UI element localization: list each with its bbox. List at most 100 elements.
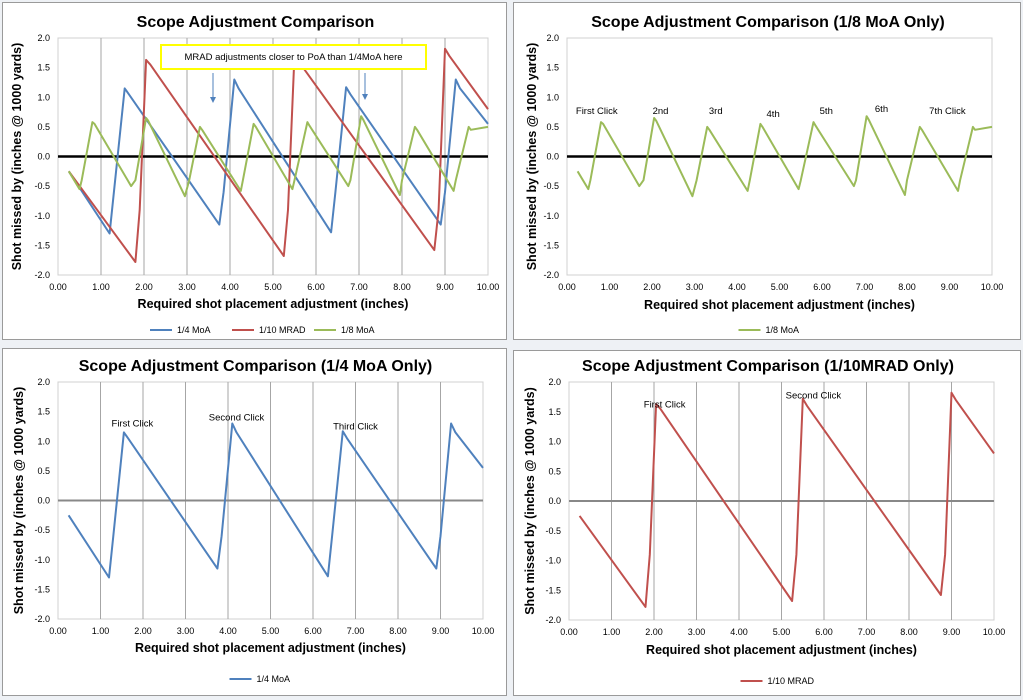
chart-3-x-tick-label: 2.00 (645, 627, 663, 637)
chart-panel-tenth-mrad: 2.0 1.5 1.0 0.5 0.0 -0.5 -1.0 -1.5 -2.0 0.00 1.00 2… (513, 350, 1021, 696)
chart-0-y-tick-label: -2.0 (34, 270, 50, 280)
chart-0-y-tick-label: 1.0 (37, 92, 50, 102)
chart-0-y-axis-label: Shot missed by (inches @ 1000 yards) (10, 43, 24, 271)
chart-2-x-tick-label: 8.00 (389, 626, 407, 636)
chart-2-title: Scope Adjustment Comparison (1/4 MoA Onl… (79, 358, 433, 375)
chart-3-y-tick-label: 0.5 (548, 466, 561, 476)
chart-2-legend-label: 1/4 MoA (257, 674, 291, 684)
chart-quarter-moa: 2.0 1.5 1.0 0.5 0.0 -0.5 -1.0 -1.5 -2.0 0.00 1.00 2… (12, 358, 495, 684)
chart-1-x-tick-label: 1.00 (601, 282, 619, 292)
chart-comparison: 2.0 1.5 1.0 0.5 0.0 -0.5 -1.0 -1.5 -2.0 0.00 1.00 2… (10, 14, 499, 335)
chart-panel-comparison: 2.0 1.5 1.0 0.5 0.0 -0.5 -1.0 -1.5 -2.0 0.00 1.00 2… (2, 2, 507, 340)
chart-2-y-tick-label: -1.5 (34, 584, 50, 594)
chart-0-legend-label: 1/10 MRAD (259, 325, 306, 335)
chart-1-legend-label: 1/8 MoA (766, 325, 800, 335)
chart-1-x-tick-label: 5.00 (771, 282, 789, 292)
chart-2-x-tick-label: 3.00 (177, 626, 195, 636)
chart-1-y-tick-label: 1.0 (546, 92, 559, 102)
chart-1-annotation: 2nd (653, 106, 669, 117)
chart-3-x-axis-label: Required shot placement adjustment (inch… (646, 643, 917, 657)
chart-3-x-tick-label: 9.00 (943, 627, 961, 637)
chart-3-x-tick-label: 8.00 (900, 627, 918, 637)
chart-0-y-tick-label: -1.5 (34, 240, 50, 250)
chart-0-x-tick-label: 8.00 (393, 282, 411, 292)
chart-3-y-tick-label: -1.5 (545, 585, 561, 595)
chart-1-y-tick-label: -2.0 (543, 270, 559, 280)
chart-1-x-tick-label: 3.00 (686, 282, 704, 292)
chart-2-y-tick-label: -2.0 (34, 614, 50, 624)
chart-1-x-tick-label: 10.00 (981, 282, 1004, 292)
chart-3-x-tick-label: 1.00 (603, 627, 621, 637)
chart-1-y-tick-label: -1.5 (543, 240, 559, 250)
chart-2-y-tick-label: -0.5 (34, 525, 50, 535)
chart-0-callout-arrowhead (210, 97, 216, 103)
chart-0-series-1-10-mrad (67, 47, 489, 263)
chart-1-x-tick-label: 0.00 (558, 282, 576, 292)
chart-0-callout-text: MRAD adjustments closer to PoA than 1/4M… (184, 52, 402, 63)
chart-1-y-axis-label: Shot missed by (inches @ 1000 yards) (525, 43, 539, 271)
chart-1-annotation: 6th (875, 104, 888, 115)
chart-3-y-tick-label: 0.0 (548, 496, 561, 506)
chart-1-annotation: 7th Click (929, 106, 966, 117)
chart-0-y-tick-label: -0.5 (34, 181, 50, 191)
chart-1-x-tick-label: 4.00 (728, 282, 746, 292)
chart-3-x-tick-label: 10.00 (983, 627, 1006, 637)
chart-2-y-tick-label: 0.0 (37, 496, 50, 506)
chart-0-x-tick-label: 3.00 (178, 282, 196, 292)
chart-1-y-tick-label: 0.0 (546, 152, 559, 162)
chart-3-x-tick-label: 5.00 (773, 627, 791, 637)
chart-1-y-tick-label: -0.5 (543, 181, 559, 191)
chart-3-legend-label: 1/10 MRAD (768, 676, 815, 686)
chart-eighth-moa: 2.0 1.5 1.0 0.5 0.0 -0.5 -1.0 -1.5 -2.0 0.00 1.00 2… (525, 14, 1004, 335)
chart-3-y-tick-label: 1.0 (548, 437, 561, 447)
chart-0-x-tick-label: 2.00 (135, 282, 153, 292)
chart-0-series-1-8-moa (67, 115, 489, 198)
chart-panel-quarter-moa: 2.0 1.5 1.0 0.5 0.0 -0.5 -1.0 -1.5 -2.0 0.00 1.00 2… (2, 348, 507, 696)
chart-2-x-tick-label: 6.00 (304, 626, 322, 636)
chart-0-y-tick-label: 0.5 (37, 122, 50, 132)
chart-3-annotation: Second Click (786, 391, 842, 402)
chart-0-x-tick-label: 1.00 (92, 282, 110, 292)
chart-2-x-tick-label: 10.00 (472, 626, 495, 636)
chart-3-y-tick-label: -1.0 (545, 556, 561, 566)
chart-3-x-tick-label: 4.00 (730, 627, 748, 637)
chart-1-annotation: First Click (576, 106, 618, 117)
chart-3-x-tick-label: 6.00 (815, 627, 833, 637)
chart-1-y-tick-label: -1.0 (543, 211, 559, 221)
chart-1-annotation: 3rd (709, 106, 723, 117)
chart-1-y-tick-label: 1.5 (546, 63, 559, 73)
chart-2-x-tick-label: 0.00 (49, 626, 67, 636)
chart-tenth-mrad: 2.0 1.5 1.0 0.5 0.0 -0.5 -1.0 -1.5 -2.0 0.00 1.00 2… (523, 358, 1006, 686)
chart-2-x-tick-label: 7.00 (347, 626, 365, 636)
chart-0-x-tick-label: 0.00 (49, 282, 67, 292)
chart-0-y-tick-label: -1.0 (34, 211, 50, 221)
chart-0-x-axis-label: Required shot placement adjustment (inch… (138, 297, 409, 311)
chart-1-title: Scope Adjustment Comparison (1/8 MoA Onl… (591, 14, 945, 31)
chart-1-annotation: 4th (767, 109, 780, 120)
chart-2-y-tick-label: 0.5 (37, 466, 50, 476)
chart-0-callout-arrowhead (362, 94, 368, 100)
chart-0-callout-box (160, 44, 427, 70)
chart-2-annotation: First Click (112, 418, 154, 429)
chart-0-legend-label: 1/8 MoA (341, 325, 375, 335)
chart-1-x-tick-label: 6.00 (813, 282, 831, 292)
chart-1-x-tick-label: 8.00 (898, 282, 916, 292)
chart-2-y-tick-label: -1.0 (34, 555, 50, 565)
chart-0-x-tick-label: 6.00 (307, 282, 325, 292)
chart-0-y-tick-label: 1.5 (37, 63, 50, 73)
chart-2-y-axis-label: Shot missed by (inches @ 1000 yards) (12, 387, 26, 615)
chart-panel-eighth-moa: 2.0 1.5 1.0 0.5 0.0 -0.5 -1.0 -1.5 -2.0 0.00 1.00 2… (513, 2, 1021, 340)
chart-0-series-1-4-moa (67, 78, 489, 235)
chart-3-title: Scope Adjustment Comparison (1/10MRAD On… (582, 358, 954, 375)
chart-3-annotation: First Click (644, 400, 686, 411)
chart-3-y-tick-label: 1.5 (548, 407, 561, 417)
chart-0-legend-label: 1/4 MoA (177, 325, 211, 335)
chart-1-x-tick-label: 9.00 (941, 282, 959, 292)
chart-2-x-tick-label: 4.00 (219, 626, 237, 636)
chart-3-x-tick-label: 3.00 (688, 627, 706, 637)
chart-1-series-1-8-moa (576, 115, 993, 198)
chart-1-y-tick-label: 2.0 (546, 33, 559, 43)
chart-3-y-axis-label: Shot missed by (inches @ 1000 yards) (523, 387, 537, 615)
chart-3-series-1-10-mrad (578, 391, 995, 608)
